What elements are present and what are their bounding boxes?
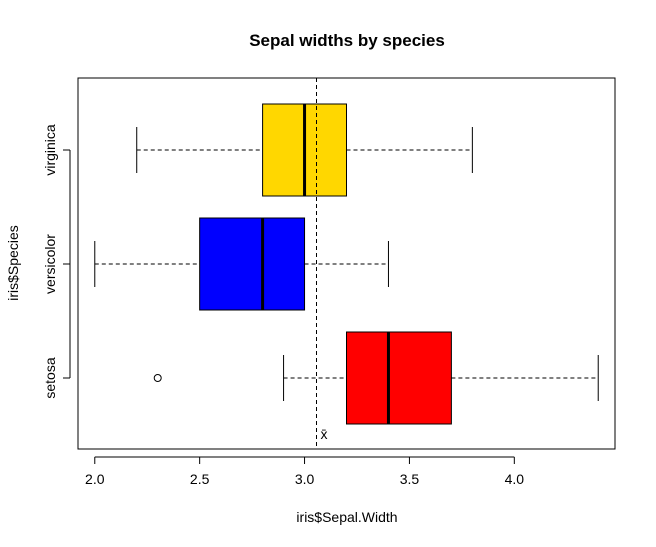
x-tick-label: 3.0 [295,471,315,487]
box-rect [346,331,452,425]
y-axis-label: iris$Species [5,225,21,300]
y-tick-label: versicolor [42,234,58,294]
x-tick-label: 2.0 [85,471,105,487]
x-axis-label: iris$Sepal.Width [296,509,397,525]
box-rect [199,217,306,311]
x-tick-label: 4.0 [505,471,525,487]
box-setosa [153,331,599,425]
x-axis: 2.0 2.5 3.0 3.5 4.0 [85,456,525,487]
x-tick-label: 2.5 [190,471,210,487]
mean-label: x̄ [321,426,328,442]
box-versicolor [94,217,389,311]
x-tick-label: 3.5 [400,471,420,487]
y-axis: setosa versicolor virginica [42,124,71,399]
outlier-point [153,374,162,382]
y-tick-label: setosa [42,357,58,398]
box-group: x̄ [94,78,599,449]
y-tick-label: virginica [42,124,58,176]
box-virginica [136,103,473,197]
plot-area-frame [77,77,616,450]
chart-title: Sepal widths by species [249,31,445,50]
